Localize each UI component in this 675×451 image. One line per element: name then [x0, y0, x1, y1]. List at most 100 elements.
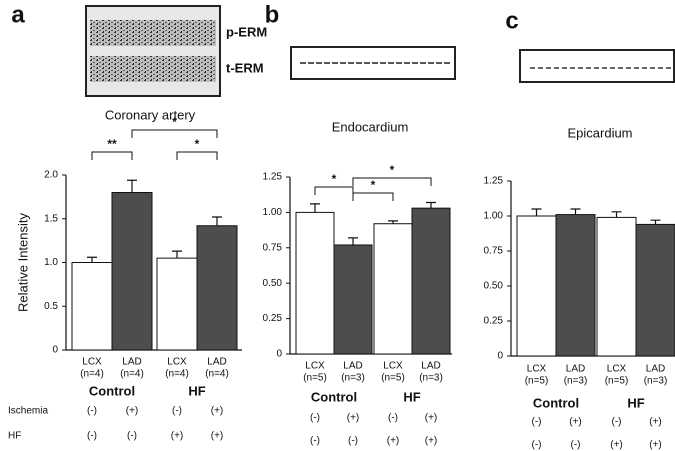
- row-value: (-): [348, 436, 358, 447]
- y-tick-label: 0: [52, 345, 58, 356]
- row-value: (+): [211, 406, 224, 417]
- y-tick-label: 0.25: [484, 316, 504, 327]
- x-tick-label: LAD: [566, 364, 585, 375]
- row-value: (-): [87, 406, 97, 417]
- y-tick-label: 0: [276, 349, 282, 360]
- row-value: (+): [425, 413, 438, 424]
- x-tick-label: LCX: [607, 364, 627, 375]
- row-value: (+): [126, 406, 139, 417]
- n-label: (n=5): [303, 373, 327, 384]
- error-bar: [651, 220, 661, 224]
- error-bar: [426, 202, 436, 208]
- significance-bracket: [92, 152, 132, 160]
- row-value: (-): [612, 417, 622, 428]
- x-tick-label: LAD: [646, 364, 665, 375]
- row-value: (-): [172, 406, 182, 417]
- y-tick-label: 1.0: [44, 257, 58, 268]
- row-value: (+): [649, 440, 662, 451]
- significance-label: **: [107, 137, 117, 151]
- bar: [374, 224, 412, 354]
- row-value: (+): [425, 436, 438, 447]
- row-value: (+): [649, 417, 662, 428]
- blot-c: [520, 50, 674, 82]
- significance-label: *: [195, 137, 200, 151]
- bar: [412, 208, 450, 354]
- group-label: HF: [403, 389, 420, 404]
- error-bar: [127, 180, 137, 192]
- error-bar: [532, 209, 542, 216]
- panel-title: Coronary artery: [105, 107, 196, 122]
- n-label: (n=3): [419, 373, 443, 384]
- n-label: (n=3): [341, 373, 365, 384]
- n-label: (n=5): [381, 373, 405, 384]
- row-value: (-): [310, 436, 320, 447]
- n-label: (n=5): [605, 376, 629, 387]
- y-tick-label: 0.50: [263, 278, 283, 289]
- blot-label: t-ERM: [226, 60, 264, 75]
- n-label: (n=4): [165, 369, 189, 380]
- n-label: (n=3): [564, 376, 588, 387]
- y-tick-label: 1.25: [484, 176, 504, 187]
- panel-title: Endocardium: [332, 119, 409, 134]
- row-value: (-): [532, 440, 542, 451]
- y-tick-label: 1.5: [44, 213, 58, 224]
- bar: [636, 224, 675, 356]
- row-label: Ischemia: [8, 406, 48, 417]
- bar: [517, 216, 556, 356]
- panel-letter: a: [11, 1, 25, 28]
- error-bar: [87, 257, 97, 262]
- y-tick-label: 1.00: [263, 207, 283, 218]
- n-label: (n=4): [80, 369, 104, 380]
- figure: aCoronary arteryp-ERMt-ERMRelative Inten…: [0, 0, 675, 451]
- row-value: (+): [610, 440, 623, 451]
- row-value: (+): [171, 431, 184, 442]
- error-bar: [571, 209, 581, 215]
- bar: [597, 217, 636, 356]
- error-bar: [612, 212, 622, 218]
- group-label: Control: [311, 389, 357, 404]
- bar: [112, 193, 152, 351]
- x-tick-label: LCX: [527, 364, 547, 375]
- row-value: (-): [388, 413, 398, 424]
- bar: [334, 245, 372, 354]
- x-tick-label: LAD: [343, 361, 362, 372]
- y-tick-label: 1.25: [263, 172, 283, 183]
- x-tick-label: LCX: [305, 361, 325, 372]
- y-tick-label: 0.75: [263, 242, 283, 253]
- significance-bracket: [177, 152, 217, 160]
- row-label: HF: [8, 431, 21, 442]
- n-label: (n=4): [120, 369, 144, 380]
- row-value: (-): [532, 417, 542, 428]
- group-label: HF: [188, 383, 205, 398]
- error-bar: [172, 251, 182, 258]
- blot-b: [291, 47, 455, 79]
- y-tick-label: 2.0: [44, 170, 58, 181]
- blot-label: p-ERM: [226, 24, 267, 39]
- significance-label: *: [172, 115, 177, 129]
- n-label: (n=5): [525, 376, 549, 387]
- y-tick-label: 0.5: [44, 301, 58, 312]
- y-tick-label: 1.00: [484, 211, 504, 222]
- significance-label: *: [371, 178, 376, 192]
- row-value: (+): [387, 436, 400, 447]
- y-tick-label: 0.25: [263, 313, 283, 324]
- group-label: Control: [89, 383, 135, 398]
- row-value: (+): [347, 413, 360, 424]
- x-tick-label: LCX: [82, 357, 102, 368]
- x-tick-label: LAD: [207, 357, 226, 368]
- bar: [197, 226, 237, 350]
- x-tick-label: LCX: [383, 361, 403, 372]
- panel-letter: b: [265, 1, 280, 28]
- error-bar: [310, 204, 320, 212]
- row-value: (+): [211, 431, 224, 442]
- significance-bracket: [353, 178, 431, 186]
- bar: [72, 263, 112, 351]
- group-label: Control: [533, 395, 579, 410]
- significance-label: *: [332, 172, 337, 186]
- panel-letter: c: [505, 7, 518, 34]
- y-tick-label: 0: [497, 351, 503, 362]
- blot-a: [86, 6, 220, 96]
- x-tick-label: LAD: [122, 357, 141, 368]
- bar: [157, 258, 197, 350]
- significance-label: *: [390, 163, 395, 177]
